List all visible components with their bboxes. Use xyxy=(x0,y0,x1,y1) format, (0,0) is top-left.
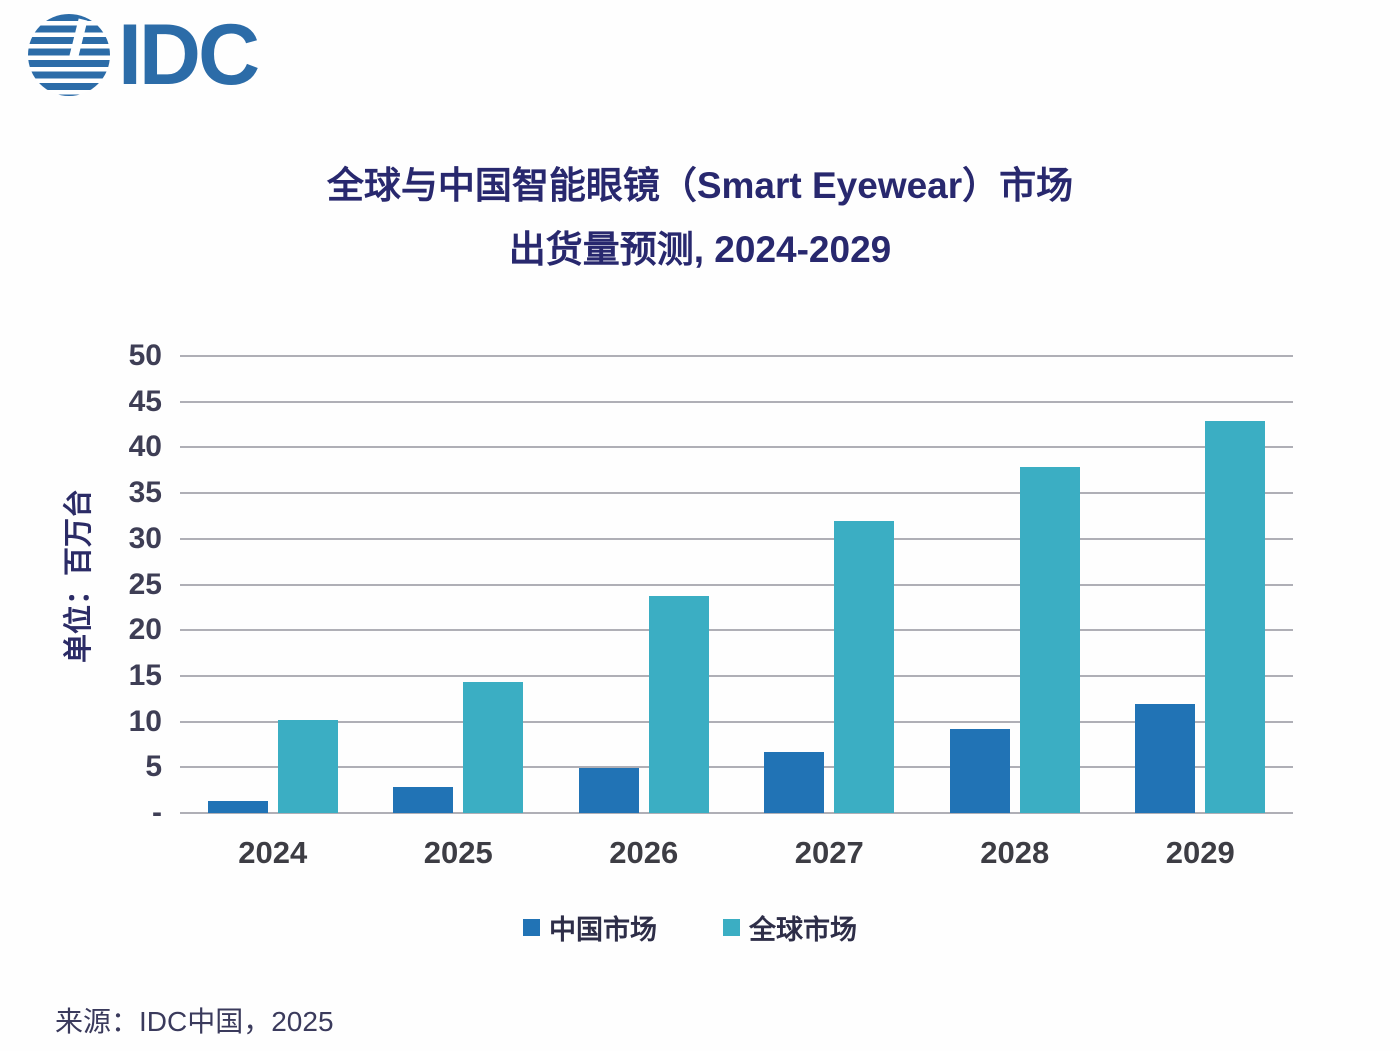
bar-china-market-2029 xyxy=(1135,704,1196,813)
idc-logo-text: IDC xyxy=(118,7,260,103)
y-tick-label-5: 5 xyxy=(145,750,162,784)
x-axis-label-2024: 2024 xyxy=(238,835,308,870)
legend-item-global-market: 全球市场 xyxy=(723,908,857,947)
legend-swatch-global-market xyxy=(723,919,740,936)
source-note: 来源：IDC中国，2025 xyxy=(55,1006,334,1037)
gridline-y-30 xyxy=(180,537,1293,540)
bar-china-market-2024 xyxy=(207,801,268,813)
x-axis-label-2028: 2028 xyxy=(980,835,1050,870)
y-tick-label-30: 30 xyxy=(128,521,162,555)
gridline-y-25 xyxy=(180,583,1293,586)
y-tick-label-25: 25 xyxy=(128,567,162,601)
y-tick-label-20: 20 xyxy=(128,613,162,647)
x-axis-label-2029: 2029 xyxy=(1165,835,1235,870)
x-axis-label-2026: 2026 xyxy=(609,835,679,870)
x-axis-label-2027: 2027 xyxy=(794,835,864,870)
bar-china-market-2027 xyxy=(764,751,825,813)
chart-legend: 中国市场 全球市场 xyxy=(0,908,1380,947)
chart-title: 全球与中国智能眼镜（Smart Eyewear）市场 出货量预测, 2024-2… xyxy=(0,154,1400,282)
y-tick-label-10: 10 xyxy=(128,704,162,738)
idc-logo: IDC xyxy=(28,7,260,103)
x-axis-label-2025: 2025 xyxy=(423,835,493,870)
gridline-y-35 xyxy=(180,492,1293,495)
bar-global-market-2027 xyxy=(834,520,895,813)
gridline-y-45 xyxy=(180,400,1293,403)
gridline-y-10 xyxy=(180,720,1293,723)
legend-swatch-china-market xyxy=(523,919,540,936)
y-tick-label-0: - xyxy=(152,796,162,829)
chart-title-line2: 出货量预测, 2024-2029 xyxy=(508,229,892,270)
y-tick-label-45: 45 xyxy=(128,384,162,418)
bar-china-market-2026 xyxy=(578,768,639,813)
legend-item-china-market: 中国市场 xyxy=(523,908,657,947)
gridline-y-5 xyxy=(180,766,1293,769)
bar-global-market-2028 xyxy=(1019,466,1080,813)
legend-label-china-market: 中国市场 xyxy=(549,915,657,945)
gridline-y-50 xyxy=(180,355,1293,357)
gridline-y-15 xyxy=(180,674,1293,677)
idc-globe-icon xyxy=(28,14,110,96)
bar-global-market-2024 xyxy=(277,719,338,813)
legend-label-global-market: 全球市场 xyxy=(749,915,857,945)
y-axis-title: 单位：百万台 xyxy=(63,488,95,664)
gridline-y-0 xyxy=(180,812,1293,814)
chart-title-line1: 全球与中国智能眼镜（Smart Eyewear）市场 xyxy=(326,165,1074,206)
bar-china-market-2028 xyxy=(949,728,1010,813)
y-tick-label-50: 50 xyxy=(128,339,162,372)
y-tick-label-35: 35 xyxy=(128,476,162,510)
plot-area xyxy=(180,355,1293,814)
y-tick-label-15: 15 xyxy=(128,658,162,692)
bar-global-market-2029 xyxy=(1205,420,1266,813)
bar-china-market-2025 xyxy=(393,786,454,813)
y-tick-label-40: 40 xyxy=(128,430,162,464)
bar-global-market-2025 xyxy=(463,682,524,813)
bar-global-market-2026 xyxy=(648,596,709,813)
gridline-y-20 xyxy=(180,629,1293,632)
gridline-y-40 xyxy=(180,446,1293,449)
